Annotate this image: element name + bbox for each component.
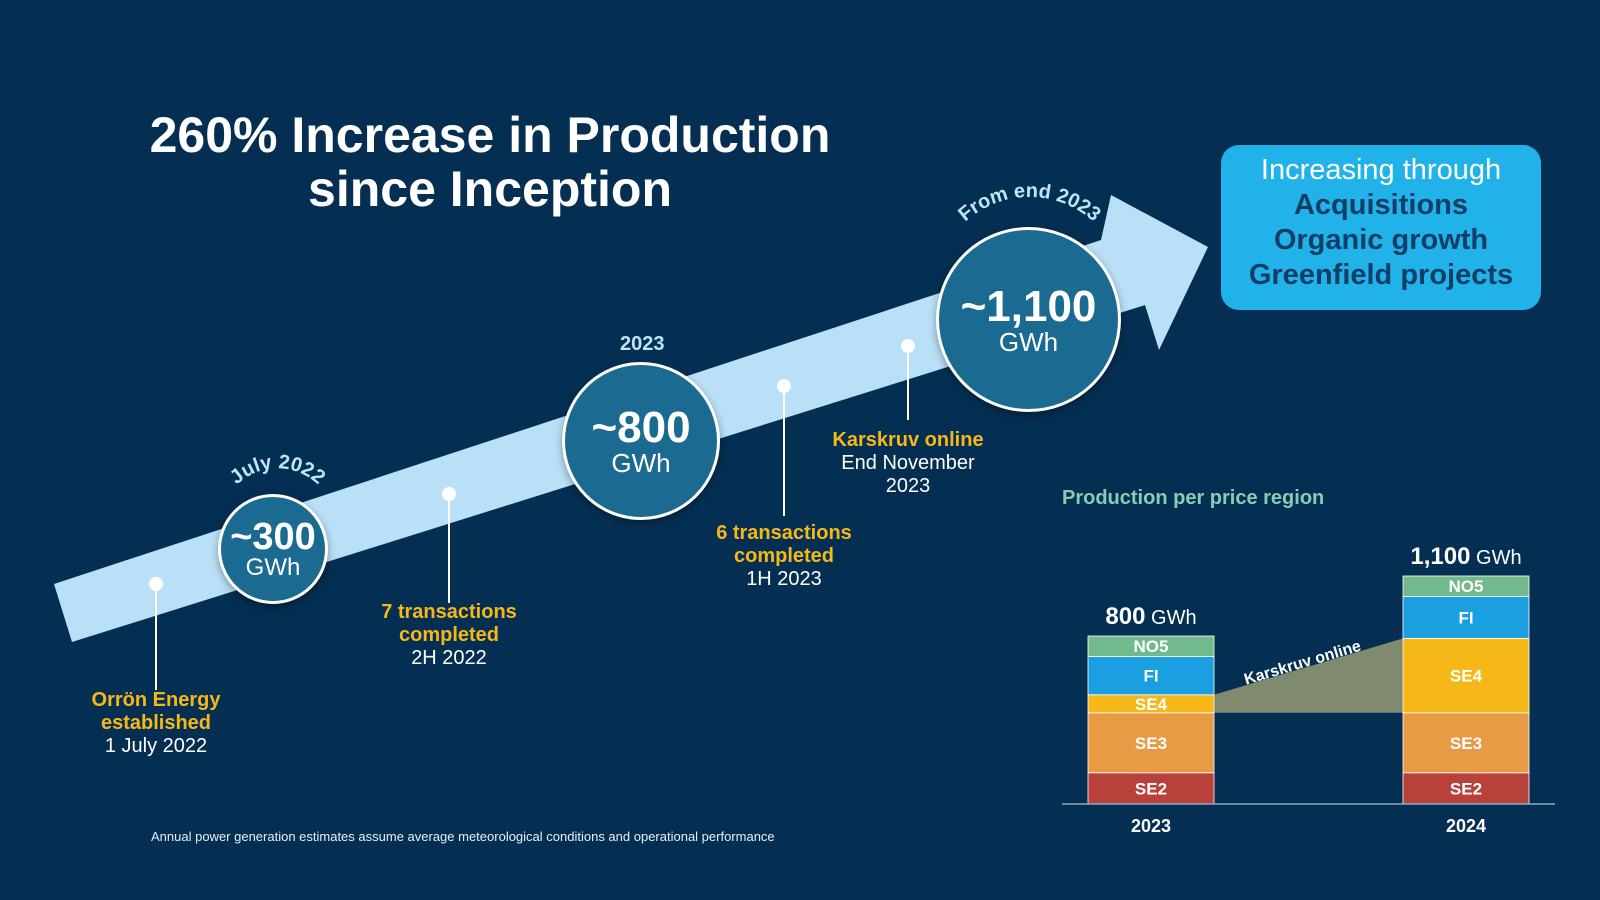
milestone-3-period: From end 2023 xyxy=(954,180,1104,226)
milestone-1-period: July 2022 xyxy=(226,451,329,489)
title-line-2: since Inception xyxy=(308,161,672,217)
milestone-1100-circle: ~1,100 GWh xyxy=(936,227,1121,412)
bar-total-label: 1,100 GWh xyxy=(1410,543,1521,570)
bar-segment-no5-2023 xyxy=(1087,635,1215,657)
milestone-value: ~800 xyxy=(591,403,691,452)
bar-segment-no5-2024 xyxy=(1402,575,1530,597)
event-orron-established: Orrön Energy established 1 July 2022 xyxy=(56,689,256,758)
callout-item-organic-growth: Organic growth xyxy=(1273,224,1489,256)
segment-label-no5: NO5 xyxy=(1134,637,1169,656)
bar-total-label: 800 GWh xyxy=(1105,603,1196,630)
title-line-1: 260% Increase in Production xyxy=(149,107,831,163)
milestone-value: ~300 xyxy=(230,516,316,558)
karskruv-connector-band xyxy=(1214,638,1403,713)
milestone-800-circle: ~800 GWh xyxy=(562,362,720,520)
event-highlight: Karskruv online xyxy=(832,429,984,451)
event-highlight: Orrön Energy established xyxy=(91,689,221,734)
event-highlight: 7 transactions completed xyxy=(381,601,517,646)
milestone-2-period: 2023 xyxy=(620,333,665,355)
callout-item-acquisitions: Acquisitions xyxy=(1293,189,1468,221)
segment-label-se4: SE4 xyxy=(1135,695,1168,714)
milestone-unit: GWh xyxy=(245,554,301,581)
bar-segment-se3-2023 xyxy=(1087,712,1215,774)
event-6-transactions: 6 transactions completed 1H 2023 xyxy=(694,522,874,591)
event-7-transactions: 7 transactions completed 2H 2022 xyxy=(359,601,539,670)
event-dot-2 xyxy=(442,487,456,501)
milestone-value: ~1,100 xyxy=(960,281,1097,331)
event-karskruv-online: Karskruv online End November 2023 xyxy=(826,429,990,498)
event-dot-3 xyxy=(777,379,791,393)
event-date: 2H 2022 xyxy=(411,647,487,669)
event-date: 1 July 2022 xyxy=(104,735,208,757)
page-title: 260% Increase in Production since Incept… xyxy=(110,108,870,216)
event-date: 1H 2023 xyxy=(746,568,822,590)
x-tick-label: 2024 xyxy=(1446,816,1486,836)
bar-segment-fi-2024 xyxy=(1402,596,1530,639)
segment-label-se2: SE2 xyxy=(1135,779,1167,798)
bar-segment-se4-2024 xyxy=(1402,638,1530,714)
milestone-unit: GWh xyxy=(611,448,671,478)
event-date: End November 2023 xyxy=(841,452,975,497)
event-dot-4 xyxy=(901,339,915,353)
segment-label-se3: SE3 xyxy=(1135,734,1167,753)
chart-title: Production per price region xyxy=(1062,487,1325,509)
event-highlight: 6 transactions completed xyxy=(716,522,852,567)
segment-label-no5: NO5 xyxy=(1449,577,1484,596)
bar-segment-fi-2023 xyxy=(1087,655,1215,696)
segment-label-se4: SE4 xyxy=(1450,667,1483,686)
callout-item-greenfield: Greenfield projects xyxy=(1248,259,1514,291)
segment-label-fi: FI xyxy=(1458,608,1473,627)
event-dot-1 xyxy=(149,577,163,591)
bar-segment-se2-2023 xyxy=(1087,772,1215,805)
segment-label-se2: SE2 xyxy=(1450,779,1482,798)
segment-label-fi: FI xyxy=(1143,667,1158,686)
segment-label-se3: SE3 xyxy=(1450,734,1482,753)
callout-intro: Increasing through xyxy=(1260,154,1502,186)
bar-segment-se3-2024 xyxy=(1402,712,1530,774)
growth-drivers-callout: Increasing through Acquisitions Organic … xyxy=(1221,145,1541,310)
footnote: Annual power generation estimates assume… xyxy=(151,829,775,844)
milestone-unit: GWh xyxy=(998,326,1059,357)
milestone-300-circle: ~300 GWh xyxy=(218,494,328,604)
bar-segment-se2-2024 xyxy=(1402,772,1530,805)
x-tick-label: 2023 xyxy=(1131,816,1171,836)
